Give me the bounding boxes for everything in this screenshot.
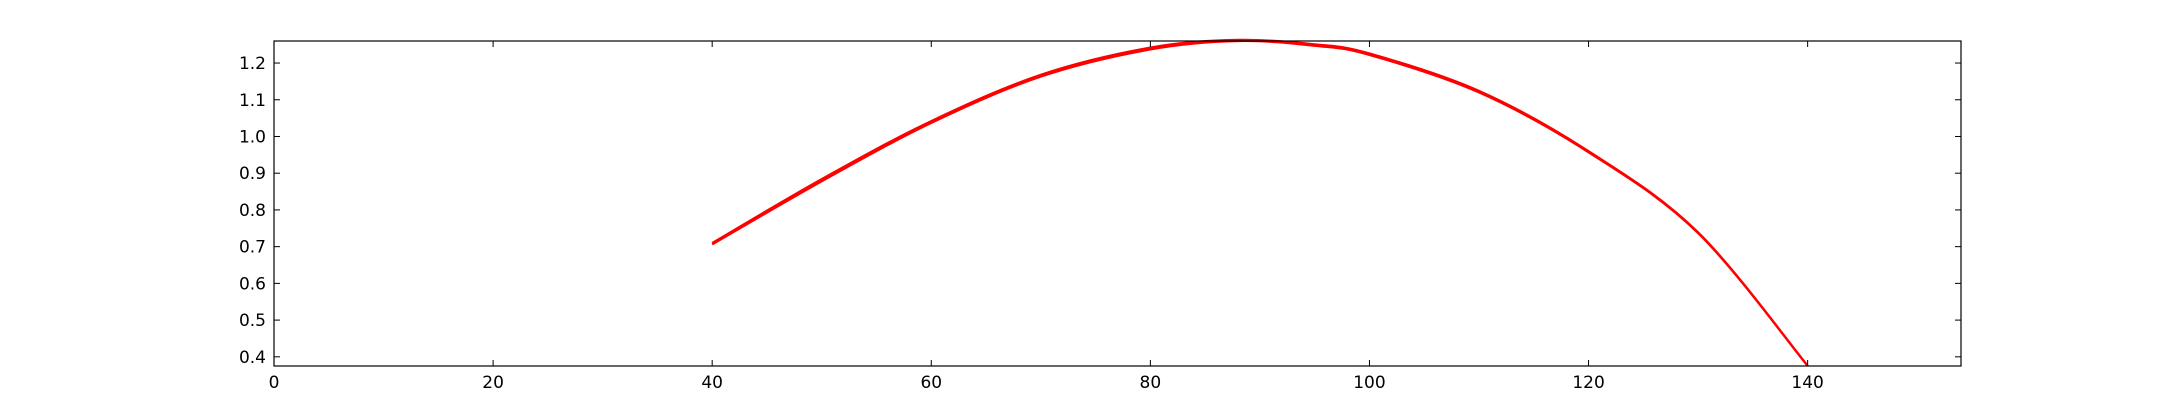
- x-tick-label: 100: [1353, 373, 1385, 393]
- plot-frame: [273, 40, 1962, 367]
- y-tick-label: 0.9: [239, 164, 266, 184]
- x-tick-label: 0: [269, 373, 280, 393]
- ticks-layer: 0 20 40 60 80 100 120 140 0.4 0.5 0.6 0.7 0.8 0.9 1.0 1…: [239, 41, 1961, 393]
- x-tick-label: 120: [1572, 373, 1604, 393]
- x-tick-label: 20: [482, 373, 504, 393]
- x-tick-label: 80: [1140, 373, 1162, 393]
- x-tick-label: 140: [1791, 373, 1823, 393]
- x-tick-label: 60: [920, 373, 942, 393]
- x-tick-label: 40: [701, 373, 723, 393]
- y-tick-label: 0.8: [239, 201, 266, 221]
- plot-area: [274, 41, 1961, 366]
- y-tick-label: 1.0: [239, 127, 266, 147]
- y-tick-label: 0.6: [239, 274, 266, 294]
- y-tick-label: 0.5: [239, 311, 266, 331]
- y-tick-label: 1.1: [239, 91, 266, 111]
- y-tick-label: 0.4: [239, 348, 266, 368]
- y-tick-label: 1.2: [239, 54, 266, 74]
- y-tick-label: 0.7: [239, 238, 266, 258]
